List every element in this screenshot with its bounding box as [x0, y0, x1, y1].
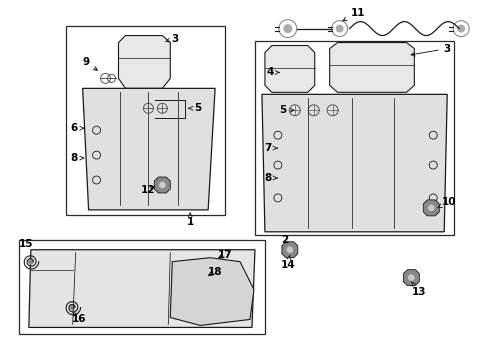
Polygon shape	[83, 88, 215, 210]
Text: 16: 16	[72, 312, 86, 324]
Text: 10: 10	[438, 197, 457, 207]
Circle shape	[457, 24, 465, 32]
Circle shape	[428, 205, 434, 211]
Text: 5: 5	[189, 103, 202, 113]
Text: 3: 3	[411, 44, 451, 56]
Text: 15: 15	[19, 239, 33, 249]
Circle shape	[70, 305, 75, 310]
Circle shape	[336, 24, 343, 32]
Polygon shape	[262, 94, 447, 232]
Polygon shape	[423, 200, 439, 216]
Text: 5: 5	[279, 105, 294, 115]
Text: 11: 11	[343, 8, 365, 21]
Text: 1: 1	[187, 213, 194, 227]
Polygon shape	[282, 242, 298, 258]
Text: 8: 8	[264, 173, 277, 183]
Bar	[255, 41, 454, 235]
Polygon shape	[330, 42, 415, 92]
Text: 2: 2	[281, 235, 289, 245]
Polygon shape	[171, 258, 254, 325]
Text: 17: 17	[218, 250, 232, 260]
Circle shape	[159, 182, 165, 188]
Circle shape	[408, 275, 415, 280]
Bar	[66, 26, 225, 215]
Polygon shape	[154, 177, 171, 193]
Circle shape	[28, 259, 34, 265]
Text: 9: 9	[82, 58, 98, 70]
Text: 7: 7	[264, 143, 277, 153]
Text: 4: 4	[266, 67, 279, 77]
Text: 3: 3	[166, 33, 179, 44]
Text: 8: 8	[70, 153, 84, 163]
Polygon shape	[265, 45, 315, 92]
Circle shape	[287, 247, 293, 253]
Text: 12: 12	[141, 185, 156, 195]
Text: 18: 18	[208, 267, 222, 276]
Polygon shape	[119, 36, 171, 88]
Polygon shape	[29, 250, 255, 328]
Text: 6: 6	[70, 123, 84, 133]
Circle shape	[283, 24, 293, 33]
Polygon shape	[403, 270, 419, 285]
Text: 13: 13	[412, 282, 427, 297]
Text: 14: 14	[280, 256, 295, 270]
Bar	[19, 240, 265, 334]
